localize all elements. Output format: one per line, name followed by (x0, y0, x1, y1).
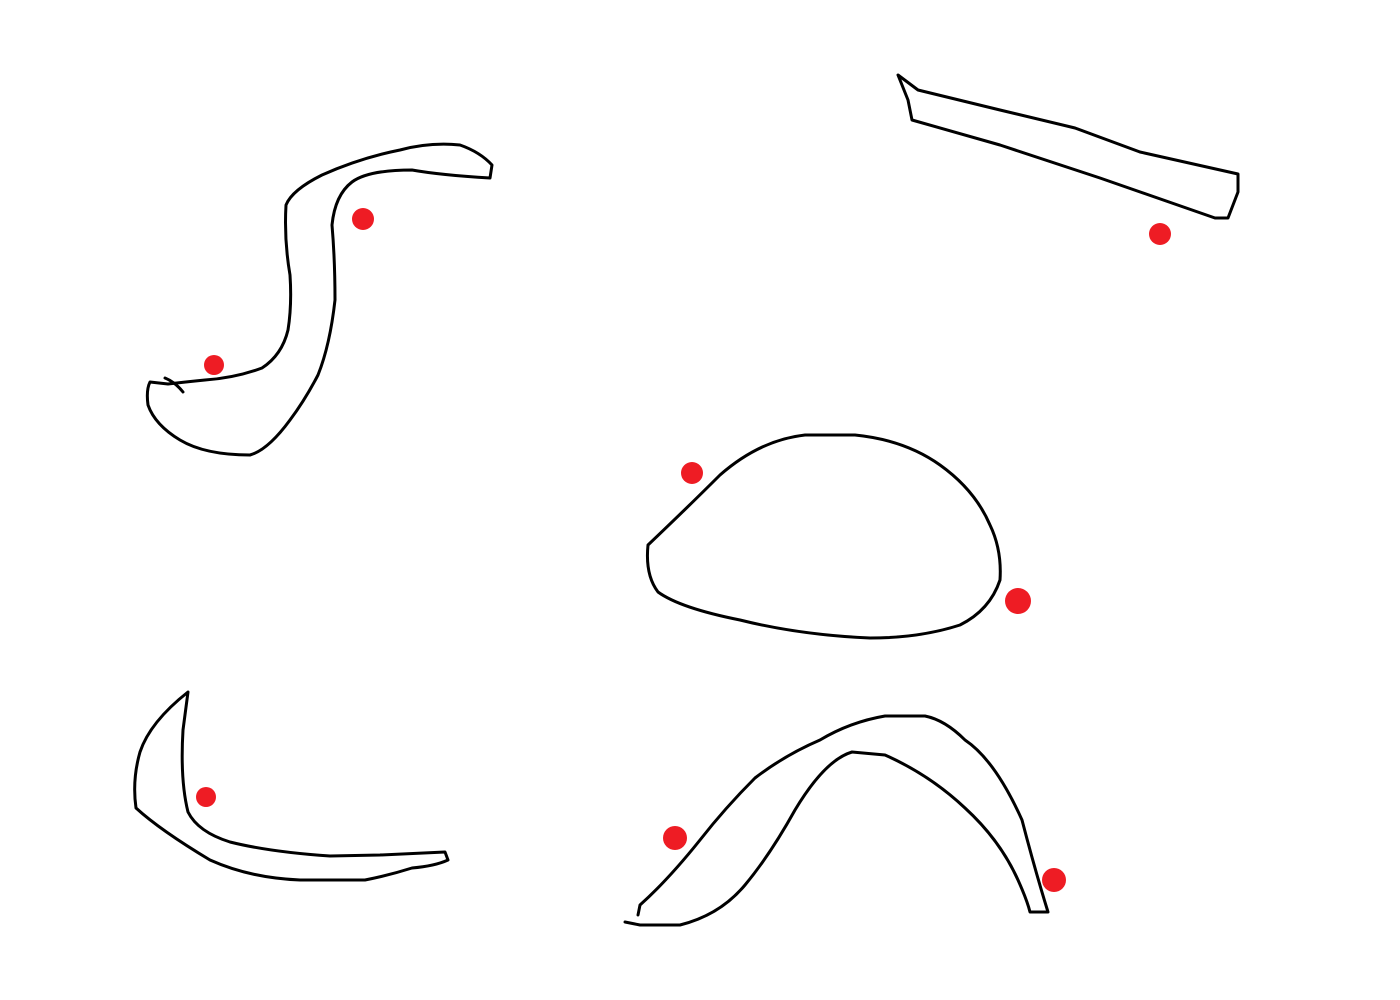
s-curve-tail (163, 376, 185, 394)
marker-dot (1042, 868, 1066, 892)
marker-dot (663, 826, 687, 850)
marker-dot (352, 208, 374, 230)
slanted-bar-outline (896, 73, 1240, 220)
hook-curve-outline (133, 690, 450, 882)
marker-dot (1149, 223, 1171, 245)
marker-dot (204, 355, 224, 375)
hook-curve-shape (133, 690, 450, 882)
arch-outline (623, 714, 1050, 927)
arch-shape (623, 714, 1066, 927)
marker-dot (681, 462, 703, 484)
dome-shape (646, 433, 1031, 640)
dome-outline (646, 433, 1002, 640)
slanted-bar-shape (896, 73, 1240, 245)
marker-dot (196, 787, 216, 807)
s-curve-outline (145, 142, 494, 457)
marker-dot (1005, 588, 1031, 614)
s-curve-shape (145, 142, 494, 457)
